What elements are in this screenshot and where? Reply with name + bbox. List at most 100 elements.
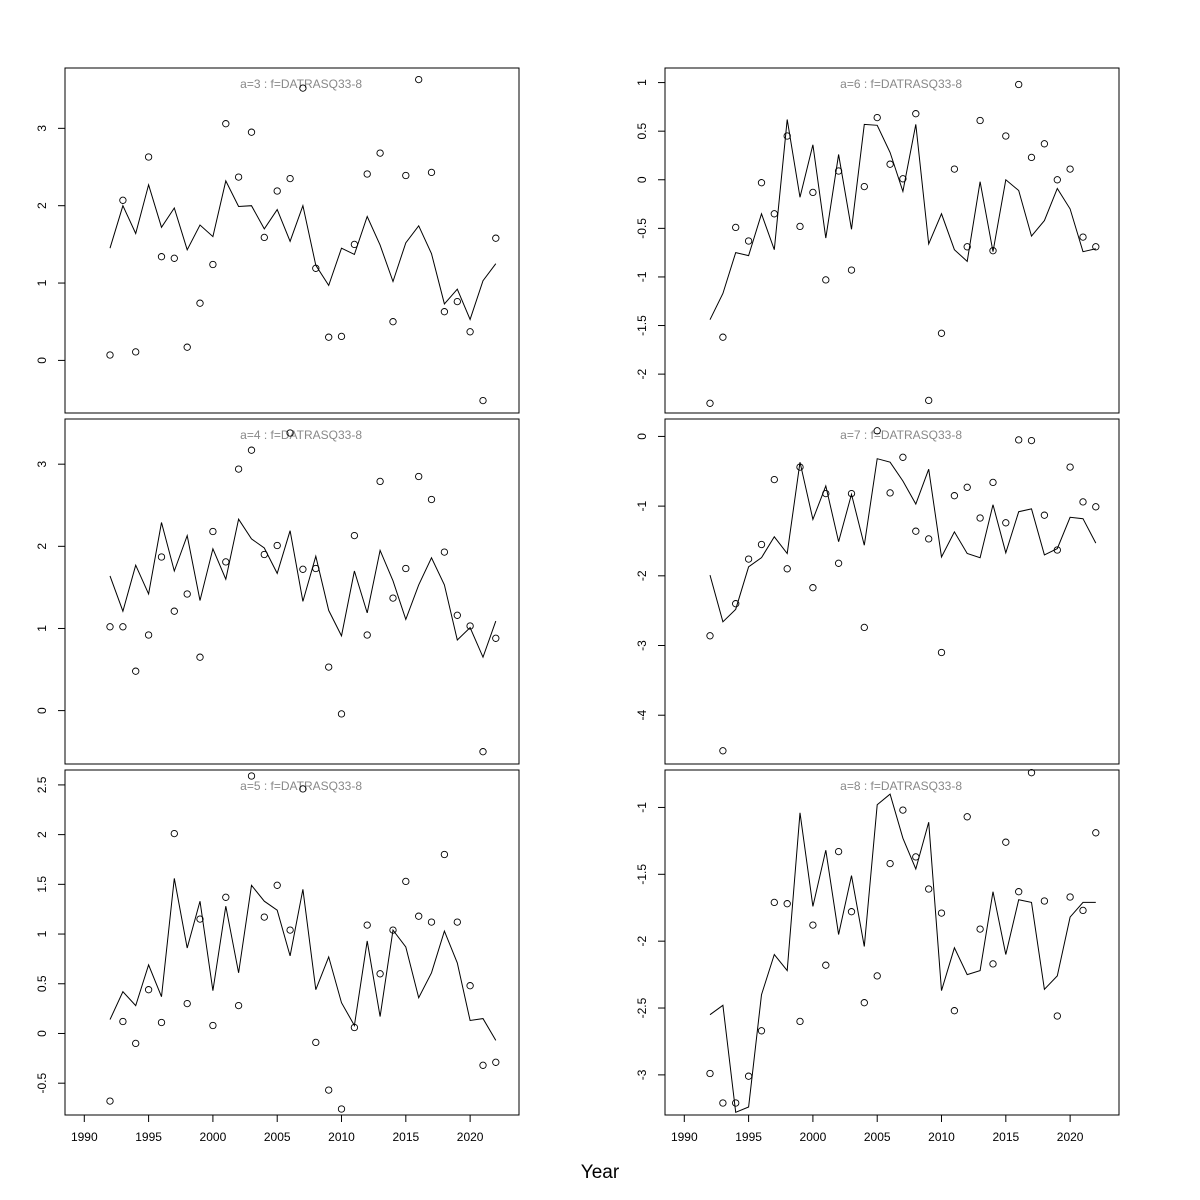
- data-point: [170, 607, 178, 615]
- y-tick-label: 0.5: [635, 123, 649, 140]
- data-point: [132, 1039, 140, 1048]
- y-tick-label: -2: [635, 936, 649, 947]
- x-tick-label: 2010: [928, 1130, 955, 1144]
- data-point: [847, 908, 856, 916]
- data-point: [415, 912, 423, 920]
- data-point: [899, 453, 907, 461]
- y-tick-label: -1: [635, 802, 649, 813]
- data-point: [312, 264, 320, 272]
- panel-1: a=3 : f=DATRASQ33-8 0 1 2 3: [35, 67, 520, 414]
- y-tick-label: -1.5: [635, 315, 649, 336]
- data-point: [1066, 463, 1074, 471]
- panel-title: a=3 : f=DATRASQ33-8: [240, 77, 362, 91]
- data-point: [1015, 80, 1023, 89]
- data-point: [719, 333, 727, 341]
- data-point: [286, 926, 294, 934]
- data-point: [222, 893, 230, 901]
- y-tick-label: 0: [635, 433, 649, 440]
- panel-title: a=6 : f=DATRASQ33-8: [840, 77, 962, 91]
- data-point: [1002, 132, 1010, 140]
- data-point: [976, 514, 984, 522]
- data-point: [363, 631, 371, 639]
- panel-title: a=8 : f=DATRASQ33-8: [840, 779, 962, 793]
- data-point: [492, 634, 500, 642]
- data-point: [1027, 769, 1036, 777]
- y-tick-label: 2: [35, 831, 49, 838]
- panel-frame: [664, 418, 1120, 765]
- data-point: [466, 328, 474, 336]
- data-point: [350, 531, 359, 540]
- data-point: [1092, 503, 1100, 511]
- data-point: [847, 489, 856, 498]
- data-point: [976, 116, 984, 125]
- data-point: [976, 925, 984, 933]
- data-point: [744, 237, 753, 245]
- data-point: [260, 550, 268, 559]
- data-point: [1015, 888, 1023, 896]
- y-tick-label: 1: [35, 279, 49, 286]
- data-point: [925, 396, 933, 405]
- data-point: [899, 806, 907, 814]
- data-point: [492, 1058, 500, 1066]
- data-point: [479, 396, 487, 405]
- data-point: [719, 1099, 727, 1107]
- data-point: [706, 399, 714, 407]
- data-point: [847, 266, 856, 274]
- data-point: [873, 972, 881, 980]
- data-point: [1040, 140, 1049, 148]
- y-tick-label: 3: [35, 461, 49, 468]
- data-point: [440, 548, 449, 556]
- data-point: [312, 564, 320, 573]
- y-tick-label: -1.5: [635, 864, 649, 885]
- data-point: [427, 168, 436, 177]
- data-point: [247, 128, 256, 136]
- data-point: [299, 565, 307, 573]
- panel-frame: [64, 67, 520, 414]
- data-point: [183, 343, 191, 351]
- panel-title: a=4 : f=DATRASQ33-8: [240, 428, 362, 442]
- data-point: [809, 188, 817, 197]
- x-tick-label: 2005: [264, 1130, 291, 1144]
- data-point: [106, 351, 114, 359]
- y-tick-label: 1: [35, 625, 49, 632]
- data-point: [963, 483, 971, 491]
- data-point: [337, 1105, 346, 1113]
- data-point: [209, 260, 217, 269]
- data-point: [453, 297, 461, 306]
- data-point: [402, 877, 410, 886]
- data-point: [144, 153, 153, 161]
- data-point: [260, 233, 268, 242]
- data-point: [427, 918, 436, 926]
- y-tick-label: 3: [35, 125, 49, 132]
- data-point: [157, 253, 166, 261]
- data-point: [209, 527, 217, 536]
- data-point: [860, 182, 868, 191]
- data-point: [196, 299, 204, 307]
- data-point: [453, 918, 461, 926]
- data-point: [222, 558, 230, 566]
- data-point: [1053, 546, 1061, 554]
- data-point: [732, 600, 740, 608]
- data-point: [706, 632, 714, 640]
- data-point: [337, 710, 346, 718]
- data-point: [273, 187, 281, 195]
- data-point: [732, 1099, 740, 1107]
- data-point: [886, 160, 894, 168]
- data-point: [963, 813, 971, 821]
- data-point: [440, 308, 449, 316]
- data-point: [757, 540, 766, 549]
- data-point: [770, 210, 778, 218]
- data-point: [822, 276, 830, 284]
- data-point: [106, 623, 114, 631]
- data-point: [325, 663, 333, 671]
- series-line: [109, 179, 497, 321]
- data-point: [325, 1086, 333, 1094]
- data-point: [299, 785, 307, 793]
- data-point: [132, 667, 140, 675]
- data-point: [157, 1018, 166, 1027]
- data-point: [873, 427, 881, 435]
- data-point: [719, 747, 727, 755]
- data-point: [402, 171, 410, 180]
- data-point: [912, 110, 920, 118]
